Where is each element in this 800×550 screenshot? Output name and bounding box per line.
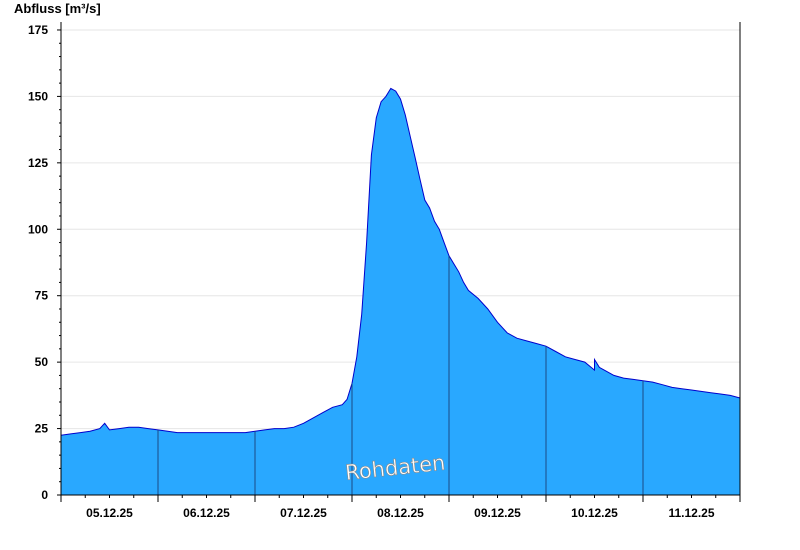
x-tick-label: 11.12.25: [668, 506, 714, 520]
y-tick-label: 175: [28, 23, 48, 37]
y-tick-label: 150: [28, 89, 48, 103]
y-tick-label: 100: [28, 222, 48, 236]
x-tick-label: 05.12.25: [86, 506, 133, 520]
x-tick-label: 08.12.25: [377, 506, 424, 520]
y-axis-title: Abfluss [m³/s]: [14, 1, 101, 16]
x-tick-label: 07.12.25: [280, 506, 327, 520]
discharge-area: [61, 88, 740, 496]
y-tick-label: 25: [35, 422, 49, 436]
x-tick-label: 10.12.25: [571, 506, 618, 520]
y-tick-label: 75: [35, 289, 49, 303]
x-tick-label: 09.12.25: [474, 506, 521, 520]
x-axis-ticks: 05.12.25 06.12.25 07.12.25 08.12.25 09.12.25…: [60, 495, 741, 520]
discharge-line: [60, 87, 741, 436]
y-axis-ticks: 0 25 50 75 100 125 150 175: [28, 23, 61, 502]
y-tick-label: 0: [41, 488, 48, 502]
y-tick-label: 125: [28, 156, 48, 170]
y-tick-label: 50: [35, 355, 49, 369]
day-separator-lines: [157, 255, 644, 495]
x-tick-label: 06.12.25: [183, 506, 230, 520]
